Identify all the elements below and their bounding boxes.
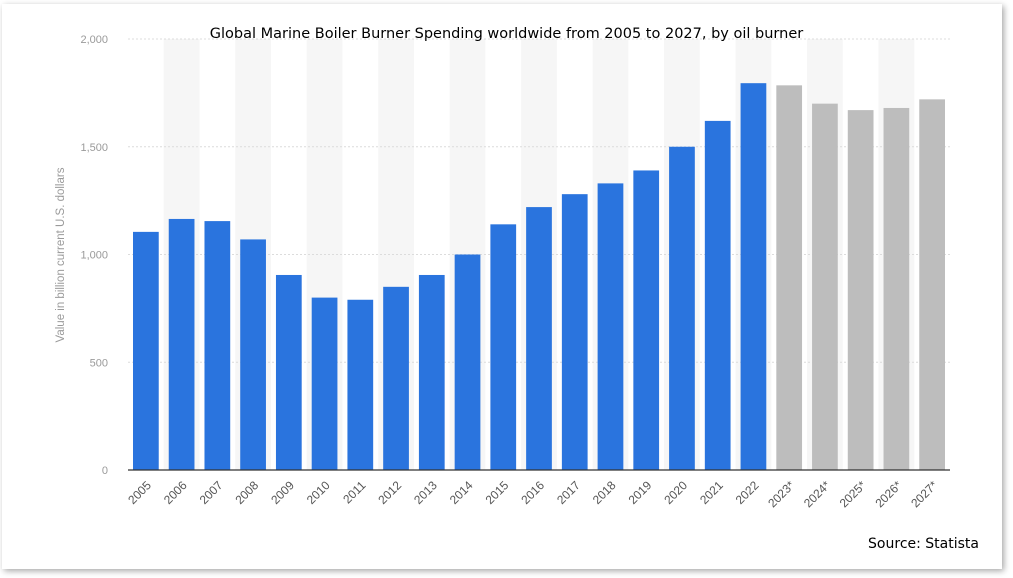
bar-2013 (418, 274, 445, 470)
bar-2010 (311, 297, 338, 470)
bar-2022 (740, 83, 767, 471)
bar-2018 (597, 183, 624, 470)
source-label: Source: Statista (868, 536, 979, 552)
bar-2009 (275, 274, 302, 470)
x-tick-label: 2005 (125, 478, 154, 507)
x-tick-label: 2013 (411, 478, 440, 507)
bar-2014 (454, 254, 481, 470)
x-tick-label: 2018 (590, 478, 619, 507)
bar-2023-forecast (776, 85, 803, 471)
bar-2005 (133, 231, 159, 470)
bar-2020 (669, 146, 695, 470)
bar-2012 (383, 286, 409, 470)
x-tick-label: 2016 (518, 478, 547, 507)
x-tick-label: 2015 (483, 478, 512, 507)
bar-2019 (633, 170, 660, 470)
bar-2007 (204, 221, 231, 470)
x-tick-label: 2006 (161, 478, 190, 507)
bar-2008 (240, 239, 266, 470)
x-tick-label: 2023* (765, 478, 797, 510)
bar-2011 (347, 299, 374, 470)
bar-2021 (704, 120, 731, 470)
bar-2025-forecast (847, 110, 874, 471)
x-tick-label: 2009 (268, 478, 297, 507)
bar-2017 (561, 194, 588, 470)
y-tick-label: 0 (102, 465, 108, 477)
x-tick-label: 2010 (304, 478, 333, 507)
x-tick-label: 2007 (197, 478, 226, 507)
x-tick-label: 2012 (375, 478, 404, 507)
x-tick-label: 2008 (232, 478, 261, 507)
y-tick-label: 2,000 (80, 34, 108, 46)
x-tick-label: 2026* (872, 478, 904, 510)
bar-2006 (168, 218, 195, 470)
x-tick-label: 2024* (801, 478, 833, 510)
chart-title: Global Marine Boiler Burner Spending wor… (209, 26, 804, 42)
x-tick-label: 2020 (661, 478, 690, 507)
x-tick-label: 2017 (554, 478, 583, 507)
x-tick-label: 2019 (626, 478, 655, 507)
bar-2016 (526, 207, 552, 470)
x-tick-label: 2027* (908, 478, 940, 510)
x-tick-label: 2022 (733, 478, 762, 507)
bar-2027-forecast (919, 99, 945, 470)
y-axis-label: Value in billion current U.S. dollars (55, 167, 67, 342)
y-tick-label: 500 (90, 357, 108, 369)
y-tick-label: 1,000 (80, 250, 108, 262)
x-tick-label: 2025* (837, 478, 869, 510)
x-tick-label: 2014 (447, 478, 476, 507)
x-tick-label: 2021 (697, 478, 726, 507)
bar-2024-forecast (812, 103, 838, 471)
y-tick-label: 1,500 (80, 142, 108, 154)
bar-2026-forecast (883, 107, 910, 471)
x-tick-label: 2011 (340, 478, 368, 506)
bar-2015 (490, 224, 517, 470)
